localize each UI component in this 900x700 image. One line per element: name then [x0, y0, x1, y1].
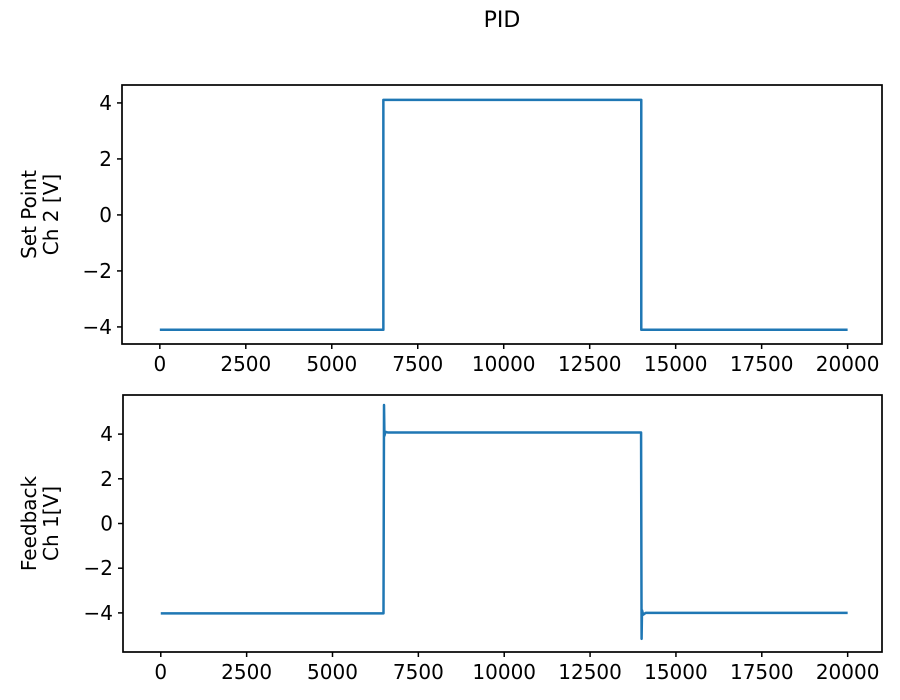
- x-tick-label: 20000: [816, 660, 880, 684]
- series-set-point: [159, 98, 848, 331]
- y-axis-label: FeedbackCh 1[V]: [17, 475, 63, 571]
- x-tick-label: 5000: [307, 660, 358, 684]
- x-tick-label: 10000: [472, 352, 536, 376]
- y-tick-label: 4: [100, 422, 113, 446]
- y-axis-label: Set PointCh 2 [V]: [17, 170, 63, 259]
- x-tick-label: 17500: [730, 352, 794, 376]
- y-tick-label: 2: [99, 147, 112, 171]
- y-tick-label: −2: [83, 259, 112, 283]
- y-tick-label: −2: [84, 556, 113, 580]
- x-tick-label: 20000: [816, 352, 880, 376]
- x-tick-label: 15000: [644, 352, 708, 376]
- axes-frame: [122, 394, 883, 653]
- x-tick-label: 0: [154, 660, 167, 684]
- x-tick-label: 7500: [393, 660, 444, 684]
- x-tick-label: 2500: [220, 352, 271, 376]
- x-tick-label: 12500: [558, 660, 622, 684]
- x-tick-label: 17500: [730, 660, 794, 684]
- subplot-feedback: 0 2500 5000 7500 10000 12500 15000 17500 20000 −4…: [17, 394, 883, 684]
- x-tick-label: 2500: [221, 660, 272, 684]
- x-tick-label: 0: [153, 352, 166, 376]
- series-feedback: [160, 403, 848, 641]
- axes-frame: [121, 84, 883, 345]
- x-tick-label: 15000: [644, 660, 708, 684]
- y-tick-label: −4: [84, 601, 113, 625]
- y-tick-label: 4: [99, 91, 112, 115]
- y-tick-label: 0: [99, 203, 112, 227]
- subplot-set-point: 0 2500 5000 7500 10000 12500 15000 17500 20000 −4…: [17, 84, 883, 376]
- x-tick-label: 12500: [558, 352, 622, 376]
- x-tick-label: 5000: [306, 352, 357, 376]
- y-tick-label: −4: [83, 315, 112, 339]
- y-tick-label: 0: [100, 512, 113, 536]
- x-tick-label: 10000: [472, 660, 536, 684]
- x-tick-label: 7500: [392, 352, 443, 376]
- figure-title: PID: [483, 8, 521, 33]
- y-tick-label: 2: [100, 467, 113, 491]
